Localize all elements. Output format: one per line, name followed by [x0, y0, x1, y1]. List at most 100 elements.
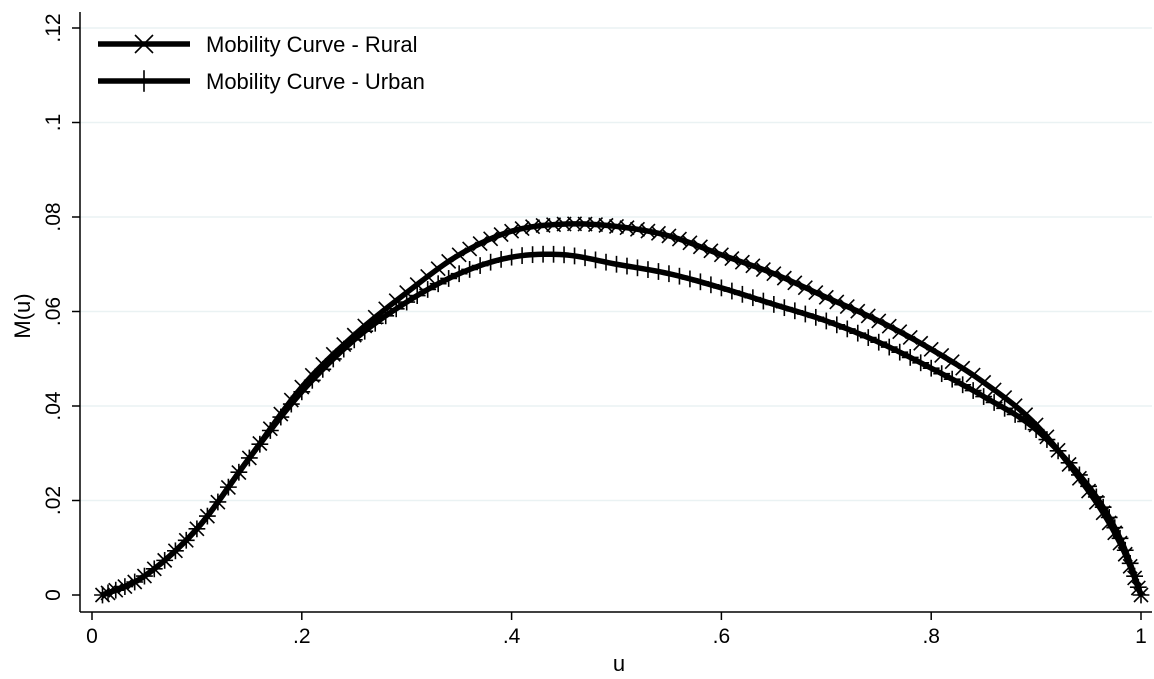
data-point-marker: [723, 282, 741, 300]
data-point-marker: [901, 349, 919, 366]
y-axis-label: M(u): [10, 293, 35, 338]
data-point-marker: [671, 267, 688, 285]
data-point-marker: [441, 253, 457, 269]
data-point-marker: [1132, 586, 1150, 604]
data-point-marker: [430, 261, 446, 277]
data-point-marker: [1038, 431, 1056, 448]
y-tick-label: .04: [42, 391, 65, 421]
data-point-marker: [429, 275, 447, 293]
data-point-marker: [964, 382, 982, 399]
data-point-marker: [985, 394, 1003, 411]
data-point-marker: [692, 239, 708, 255]
data-point-marker: [219, 478, 237, 496]
legend-marker: [133, 70, 155, 92]
y-tick-label: .1: [42, 114, 65, 132]
data-point-marker: [724, 250, 740, 267]
legend-label: Mobility Curve - Rural: [206, 32, 418, 57]
data-point-marker: [891, 343, 909, 361]
data-point-marker: [116, 578, 134, 596]
data-point-marker: [145, 560, 163, 578]
data-point-marker: [797, 280, 813, 296]
data-point-marker: [881, 318, 897, 334]
legend-marker: [134, 34, 154, 54]
data-point-marker: [156, 551, 174, 569]
y-tick-label: .08: [42, 202, 65, 231]
data-point-marker: [1121, 554, 1139, 572]
data-point-marker: [787, 275, 803, 291]
data-point-marker: [786, 302, 804, 320]
data-point-marker: [849, 324, 867, 342]
x-tick-label: .2: [293, 625, 311, 648]
data-point-marker: [450, 265, 468, 283]
data-point-marker: [471, 257, 489, 274]
data-point-marker: [618, 257, 636, 275]
data-point-marker: [681, 270, 699, 288]
data-point-marker: [880, 338, 898, 356]
data-point-marker: [356, 322, 374, 340]
data-point-marker: [829, 294, 845, 310]
data-point-marker: [1111, 529, 1129, 547]
series-line: [101, 221, 1144, 598]
data-point-marker: [671, 231, 688, 247]
data-point-marker: [303, 371, 321, 389]
x-tick-label: .8: [922, 625, 940, 648]
data-point-marker: [99, 584, 117, 602]
data-point-marker: [660, 265, 678, 283]
data-point-marker: [1094, 498, 1112, 516]
data-point-marker: [892, 324, 908, 340]
series-line: [101, 251, 1144, 598]
data-point-marker: [975, 388, 993, 405]
x-tick-label: 0: [86, 625, 98, 648]
data-point-marker: [912, 354, 930, 372]
data-point-marker: [587, 251, 604, 269]
data-point-marker: [1006, 406, 1024, 423]
data-point-marker: [954, 376, 972, 394]
series-urban: [94, 245, 1150, 604]
data-point-marker: [136, 567, 153, 585]
data-point-marker: [597, 253, 615, 271]
data-point-marker: [198, 507, 216, 525]
data-point-marker: [871, 313, 887, 329]
data-point-marker: [293, 383, 311, 401]
data-point-marker: [420, 268, 436, 285]
data-point-marker: [838, 320, 856, 338]
data-point-marker: [754, 292, 772, 310]
gridlines: [80, 27, 1152, 502]
legend-label: Mobility Curve - Urban: [206, 69, 425, 94]
data-point-marker: [934, 347, 950, 364]
data-point-marker: [188, 520, 206, 538]
data-point-marker: [766, 266, 782, 282]
data-point-marker: [955, 360, 971, 376]
legend-item: Mobility Curve - Urban: [98, 69, 425, 94]
data-point-marker: [1017, 413, 1035, 430]
axes: 0 .02 .04 .06 .08 .1 .12 0 .2 .4 .6 .8 1: [42, 12, 1152, 648]
data-point-marker: [240, 449, 258, 467]
data-point-marker: [828, 316, 846, 334]
legend: Mobility Curve - Rural Mobility Curve - U…: [98, 32, 425, 94]
data-point-marker: [923, 341, 939, 357]
data-point-marker: [744, 289, 762, 307]
data-point-marker: [702, 276, 720, 294]
data-point-marker: [639, 261, 657, 278]
data-point-marker: [608, 255, 625, 273]
data-point-marker: [818, 289, 834, 305]
data-point-marker: [461, 261, 479, 278]
data-point-marker: [913, 335, 929, 351]
data-point-marker: [1049, 442, 1067, 460]
data-point-marker: [504, 223, 520, 239]
data-point-marker: [796, 305, 814, 323]
y-tick-label: .02: [42, 486, 65, 515]
data-point-marker: [472, 235, 488, 252]
data-point-marker: [986, 382, 1002, 398]
data-point-marker: [629, 259, 646, 277]
data-point-marker: [776, 270, 792, 286]
data-point-marker: [944, 354, 960, 370]
data-point-marker: [734, 254, 750, 270]
data-point-marker: [943, 370, 961, 388]
y-tick-label: .06: [42, 297, 65, 326]
data-point-marker: [902, 329, 918, 345]
data-point-marker: [482, 253, 500, 271]
data-point-marker: [398, 293, 416, 311]
data-point-marker: [408, 287, 426, 304]
